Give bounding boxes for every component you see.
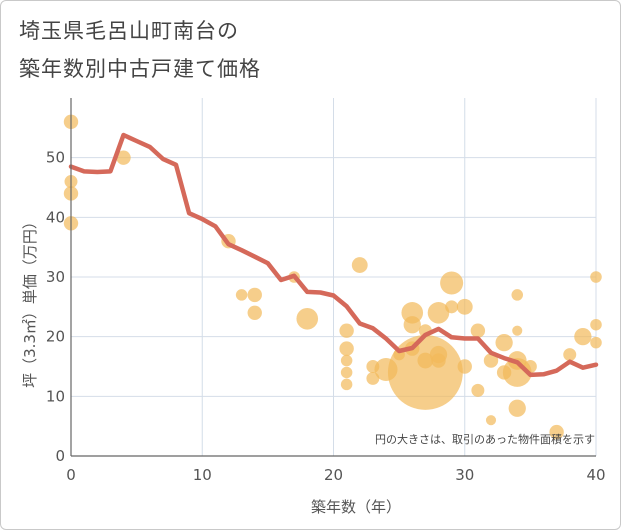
data-bubble: [457, 359, 472, 374]
y-tick-label: 40: [46, 208, 65, 226]
data-bubble: [339, 341, 354, 356]
data-bubble: [351, 257, 368, 273]
y-axis-label: 坪（3.3㎡）単価（万円）: [21, 214, 39, 388]
data-bubble: [431, 353, 446, 368]
data-bubble: [116, 150, 131, 165]
chart-title-line2: 築年数別中古戸建て価格: [19, 57, 261, 81]
data-bubble: [456, 298, 473, 315]
data-bubble: [340, 366, 353, 379]
data-bubble: [574, 328, 592, 346]
x-tick-label: 20: [324, 466, 343, 484]
data-bubble: [590, 318, 602, 331]
data-bubble: [470, 323, 486, 338]
data-bubble: [247, 287, 262, 303]
data-bubble: [235, 289, 248, 301]
x-tick-label: 0: [66, 466, 76, 484]
data-bubble: [590, 271, 602, 283]
y-tick-label: 20: [46, 328, 65, 346]
y-tick-label: 10: [46, 387, 65, 405]
data-bubble: [563, 348, 577, 362]
data-bubble: [483, 353, 499, 368]
data-bubble: [387, 335, 463, 410]
data-bubble: [247, 305, 262, 320]
data-bubble: [590, 336, 602, 349]
annotation-note: 円の大きさは、取引のあった物件面積を示す: [375, 432, 595, 446]
average-line-layer: [68, 132, 599, 378]
x-tick-label: 10: [193, 466, 212, 484]
data-bubble: [445, 300, 459, 314]
chart-title-line1: 埼玉県毛呂山町南台の: [19, 19, 239, 43]
average-price-line: [68, 132, 599, 378]
data-bubble: [495, 333, 513, 352]
data-bubble: [511, 289, 524, 301]
data-bubble: [296, 307, 319, 330]
data-bubble: [508, 399, 526, 417]
data-bubble: [427, 302, 450, 324]
data-bubble: [549, 424, 564, 440]
bubble-layer: [63, 114, 602, 440]
data-bubble: [512, 325, 523, 336]
data-bubble: [471, 383, 485, 397]
grid-lines: [71, 98, 597, 456]
x-tick-label: 30: [455, 466, 474, 484]
x-tick-label: 40: [586, 466, 605, 484]
data-bubble: [485, 415, 497, 426]
axes: 0 10 20 30 40 50 0 10 20 30 40: [46, 98, 606, 484]
data-bubble: [340, 378, 353, 391]
y-tick-label: 30: [46, 268, 65, 286]
data-bubble: [340, 354, 353, 367]
y-tick-label: 50: [46, 149, 65, 167]
x-axis-label: 築年数（年）: [311, 498, 401, 516]
data-bubble: [403, 316, 421, 334]
y-tick-label: 0: [55, 447, 65, 465]
data-bubble: [440, 271, 464, 295]
data-bubble: [339, 323, 354, 338]
